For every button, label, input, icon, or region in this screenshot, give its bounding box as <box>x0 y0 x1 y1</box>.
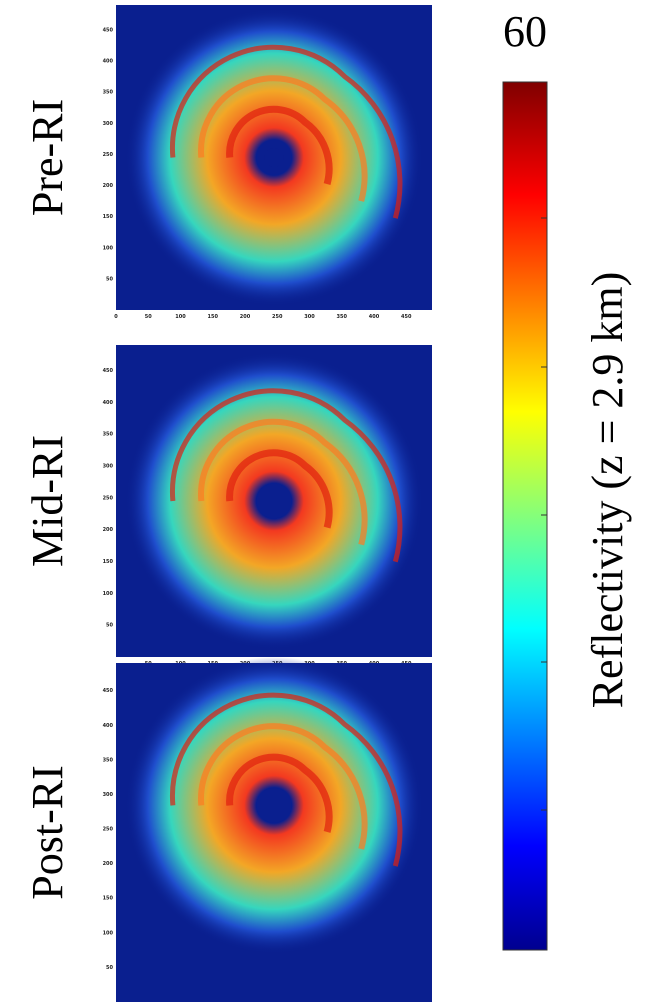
y-tick-label: 400 <box>103 723 114 729</box>
x-tick-label: 100 <box>175 314 186 320</box>
panel-label: Pre-RI <box>23 99 72 216</box>
storm-eye <box>257 484 292 519</box>
x-tick-label: 250 <box>272 314 283 320</box>
y-tick-label: 100 <box>103 245 114 251</box>
panel-label: Mid-RI <box>23 435 72 567</box>
storm-eye <box>265 148 284 167</box>
y-tick-label: 450 <box>103 27 114 33</box>
y-tick-label: 450 <box>103 688 114 694</box>
x-tick-label: 200 <box>240 314 251 320</box>
y-tick-label: 200 <box>103 527 114 533</box>
x-tick-label: 400 <box>369 314 380 320</box>
y-tick-label: 400 <box>103 400 114 406</box>
y-tick-label: 350 <box>103 90 114 96</box>
figure: 60 Reflectivity (z = 2.9 km) Pre-RI 50 100… <box>0 0 670 1002</box>
y-tick-label: 50 <box>106 965 113 971</box>
y-tick-label: 150 <box>103 559 114 565</box>
y-tick-label: 150 <box>103 214 114 220</box>
y-tick-label: 50 <box>106 276 113 282</box>
colorbar-title: Reflectivity (z = 2.9 km) <box>583 272 632 709</box>
y-tick-label: 250 <box>103 827 114 833</box>
y-tick-label: 350 <box>103 757 114 763</box>
y-tick-label: 250 <box>103 152 114 158</box>
y-tick-label: 350 <box>103 432 114 438</box>
storm-eye <box>257 788 292 823</box>
y-tick-label: 200 <box>103 183 114 189</box>
y-tick-label: 200 <box>103 861 114 867</box>
colorbar <box>503 82 547 950</box>
x-tick-label: 50 <box>145 314 152 320</box>
y-tick-label: 100 <box>103 930 114 936</box>
y-tick-label: 150 <box>103 896 114 902</box>
y-tick-label: 250 <box>103 495 114 501</box>
panel-label: Post-RI <box>23 765 72 899</box>
colorbar-max: 60 <box>503 7 547 56</box>
y-tick-label: 300 <box>103 121 114 127</box>
x-tick-label: 350 <box>336 314 347 320</box>
x-tick-label: 0 <box>114 314 118 320</box>
x-tick-label: 300 <box>304 314 315 320</box>
x-tick-label: 150 <box>208 314 219 320</box>
y-tick-label: 300 <box>103 792 114 798</box>
y-tick-label: 50 <box>106 623 113 629</box>
y-tick-label: 100 <box>103 591 114 597</box>
y-tick-label: 300 <box>103 463 114 469</box>
y-tick-label: 450 <box>103 368 114 374</box>
x-tick-label: 450 <box>401 314 412 320</box>
y-tick-label: 400 <box>103 59 114 65</box>
